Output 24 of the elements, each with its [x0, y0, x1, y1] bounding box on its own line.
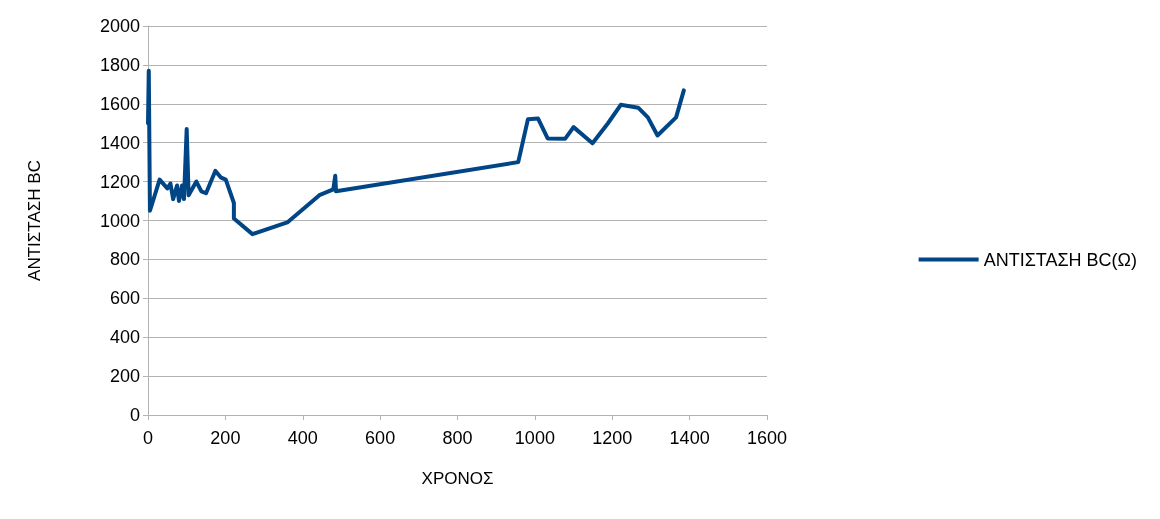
x-tick-label: 800	[442, 428, 473, 448]
y-tick-label: 1200	[99, 171, 140, 192]
x-tick-label: 1200	[592, 428, 633, 448]
x-tick-label: 200	[210, 428, 241, 448]
y-tick-label: 800	[109, 249, 140, 270]
y-tick-label: 1400	[99, 132, 140, 153]
y-tick-label: 1800	[99, 54, 140, 75]
x-tick-label: 600	[365, 428, 396, 448]
y-tick-label: 400	[109, 327, 140, 348]
x-tick-label: 1400	[669, 428, 710, 448]
legend-label: ΑΝΤΙΣΤΑΣΗ BC(Ω)	[983, 249, 1138, 270]
x-axis-title: ΧΡΟΝΟΣ	[421, 469, 494, 488]
x-tick-label: 1000	[514, 428, 555, 448]
y-tick-label: 0	[129, 405, 140, 425]
y-tick-label: 200	[109, 366, 140, 387]
line-series	[146, 68, 686, 237]
y-tick-label: 1600	[99, 93, 140, 114]
y-tick-label: 1000	[99, 210, 140, 231]
y-axis-title: ΑΝΤΙΣΤΑΣΗ BC	[25, 160, 44, 281]
x-tick-label: 0	[142, 428, 154, 448]
x-tick-label: 1600	[746, 428, 788, 448]
x-tick-label: 400	[287, 428, 318, 448]
y-tick-label: 600	[109, 288, 140, 309]
y-tick-label: 2000	[99, 16, 140, 36]
